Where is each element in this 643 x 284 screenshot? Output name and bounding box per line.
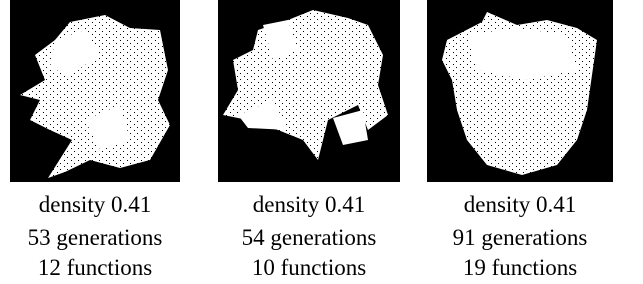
caption-line: 53 generations: [0, 226, 210, 249]
caption-line: density 0.41: [188, 193, 430, 216]
caption-line: density 0.41: [397, 193, 643, 216]
figure: {"panels": [ {"lines": ["density 0.41", …: [0, 0, 643, 284]
panel: density 0.41 53 generations 12 functions: [10, 0, 180, 182]
panel: density 0.41 91 generations 19 functions: [427, 0, 613, 182]
caption-line: density 0.41: [0, 193, 210, 216]
caption-line: 91 generations: [397, 226, 643, 249]
fractal-image: [218, 0, 400, 182]
fractal-image: [10, 0, 180, 182]
panel: density 0.41 54 generations 10 functions: [218, 0, 400, 182]
caption-line: 19 functions: [397, 256, 643, 279]
fractal-image: [427, 0, 613, 182]
caption-line: 10 functions: [188, 256, 430, 279]
caption-line: 12 functions: [0, 256, 210, 279]
caption-line: 54 generations: [188, 226, 430, 249]
